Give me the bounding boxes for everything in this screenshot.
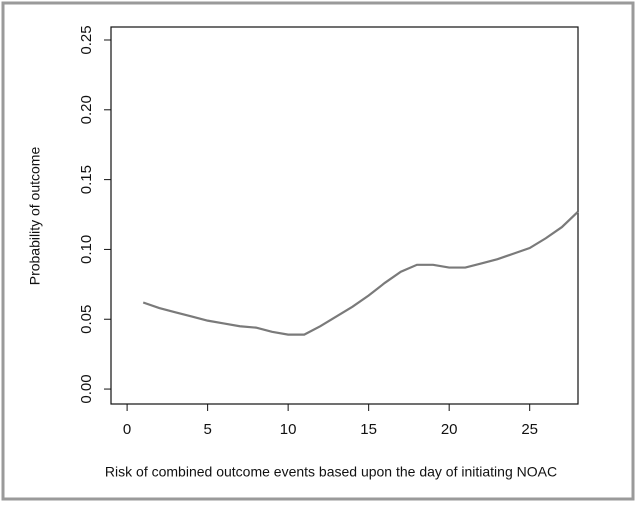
x-tick-label: 15 (360, 421, 377, 438)
y-tick-label: 0.00 (78, 374, 95, 403)
y-axis-title: Probability of outcome (27, 147, 43, 286)
x-tick-label: 0 (123, 421, 131, 438)
line (142, 210, 579, 336)
y-tick-label: 0.10 (78, 235, 95, 264)
y-tick-label: 0.20 (78, 95, 95, 124)
y-tick-label: 0.25 (78, 25, 95, 54)
y-tick-label: 0.05 (78, 305, 95, 334)
x-tick-label: 20 (441, 421, 458, 438)
x-tick-label: 5 (203, 421, 211, 438)
x-tick-label: 25 (521, 421, 538, 438)
plot-box (110, 26, 579, 405)
y-tick-label: 0.15 (78, 165, 95, 194)
x-tick-label: 10 (280, 421, 297, 438)
x-axis-title: Risk of combined outcome events based up… (105, 464, 557, 480)
